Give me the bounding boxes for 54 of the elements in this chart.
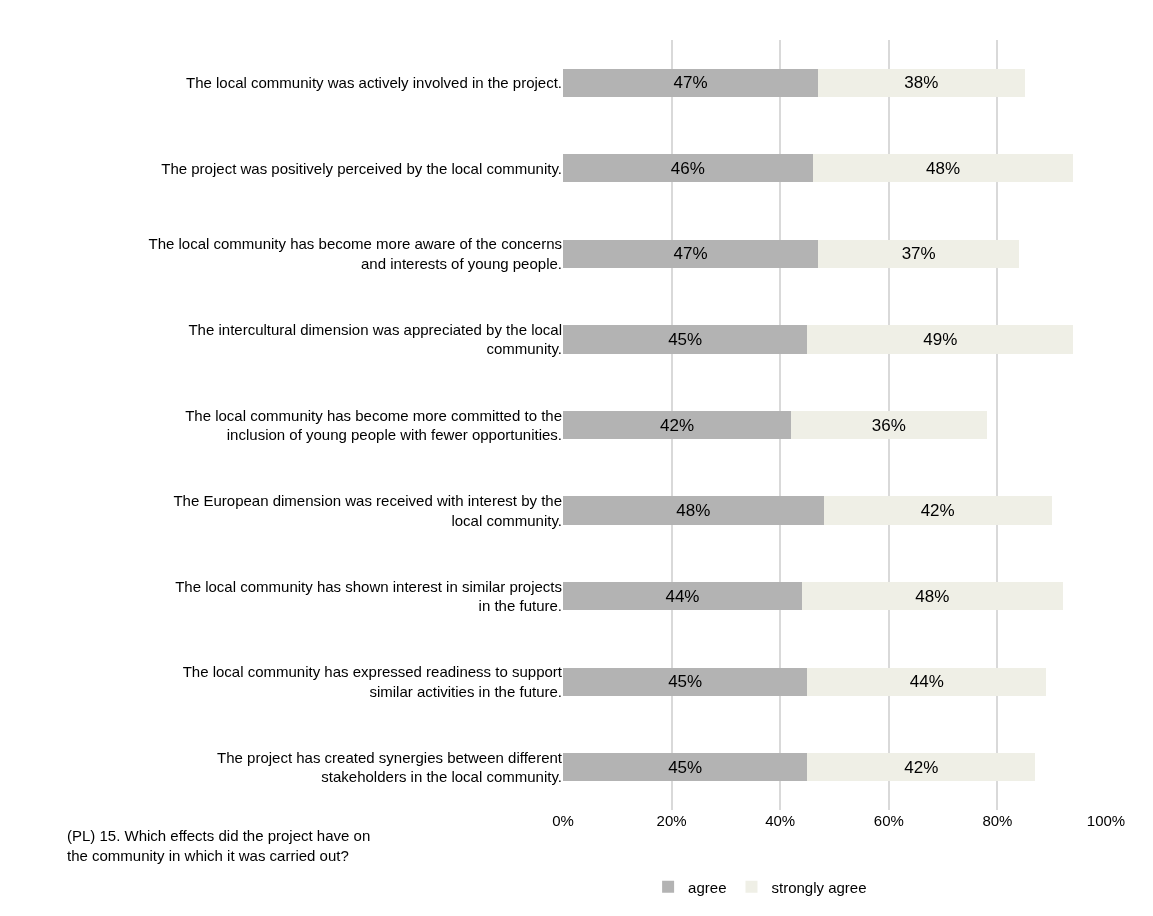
y-tick-label: The intercultural dimension was appreciated by the local community.: [188, 320, 562, 358]
y-tick-label: The project has created synergies between different stakeholders in the local community.: [217, 748, 563, 786]
y-tick-label: The local community has shown interest in similar projects in the future.: [175, 577, 562, 615]
bar: [818, 239, 1020, 269]
data-label: 47%: [673, 244, 708, 264]
bar: [563, 325, 808, 354]
data-label: 49%: [923, 329, 958, 349]
bar: [818, 68, 1025, 97]
text: (PL) 15. Which effects did the project have on the community in which it was carried out?: [67, 827, 371, 864]
x-tick-label: 0%: [552, 812, 574, 829]
legend-label: agree: [688, 878, 727, 896]
y-tick-label: The local community has expressed readiness to support similar activities in the future.: [182, 663, 563, 700]
data-label: 44%: [909, 672, 944, 692]
y-tick-label: The local community has become more aware of the concerns and interests of young people.: [148, 235, 562, 272]
y-tick-label: The local community was actively involved in the project.: [186, 74, 562, 92]
data-label: 45%: [668, 757, 703, 777]
data-label: 45%: [668, 329, 703, 349]
bar: [563, 667, 808, 696]
bar: [812, 154, 1074, 183]
y-tick-label: The European dimension was received with interest by the local community.: [173, 492, 562, 529]
x-tick-label: 40%: [765, 812, 796, 829]
bar: [563, 753, 808, 782]
y-tick-label: The project was positively perceived by the local community.: [161, 159, 562, 177]
data-label: 44%: [665, 586, 700, 606]
data-label: 42%: [660, 415, 695, 435]
y-tick-label: The local community has become more committed to the inclusion of young people with fewer opportunities.: [185, 406, 562, 443]
bar: [807, 667, 1047, 696]
data-label: 37%: [901, 244, 936, 264]
data-label: 38%: [904, 73, 939, 93]
bar: [563, 496, 824, 525]
x-tick-label: 80%: [982, 812, 1013, 829]
data-label: 42%: [920, 501, 955, 521]
data-label: 36%: [871, 415, 906, 435]
x-tick-label: 100%: [1086, 812, 1126, 829]
bar: [563, 410, 792, 440]
x-tick-label: 60%: [873, 812, 904, 829]
data-label: 45%: [668, 672, 703, 692]
data-label: 46%: [670, 158, 705, 178]
bar: [563, 68, 819, 97]
bar: [791, 410, 987, 440]
bar: [823, 496, 1052, 525]
bar: [801, 581, 1063, 611]
data-label: 42%: [904, 757, 939, 777]
bar: [563, 581, 802, 611]
x-tick-label: 20%: [656, 812, 687, 829]
data-label: 48%: [676, 501, 711, 521]
data-label: 47%: [673, 73, 708, 93]
bar: [563, 239, 819, 269]
data-label: 48%: [926, 158, 961, 178]
bar: [807, 753, 1036, 782]
bar: [563, 154, 813, 183]
legend-label: strongly agree: [771, 878, 867, 896]
bar: [807, 325, 1074, 354]
data-label: 48%: [915, 586, 950, 606]
